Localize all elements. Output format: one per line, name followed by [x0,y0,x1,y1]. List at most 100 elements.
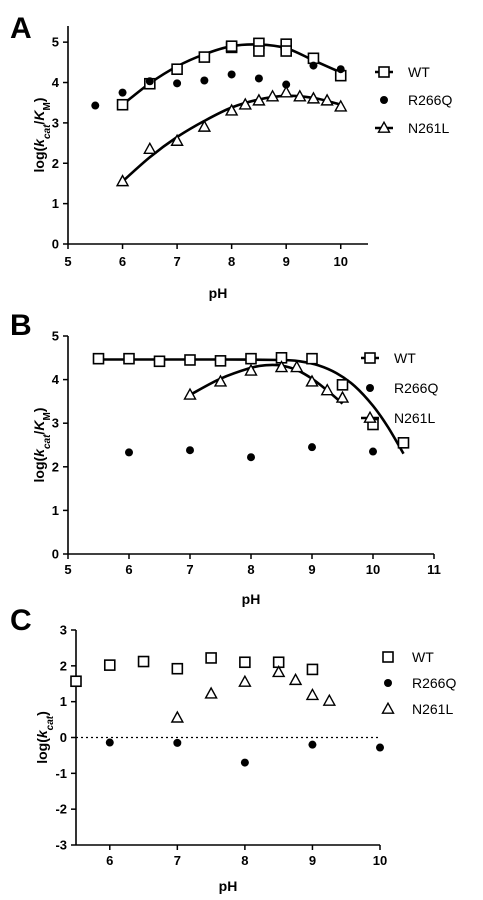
y-tick-label: 3 [52,416,59,431]
data-point-r266q [173,79,182,88]
data-point-wt [306,663,319,676]
panel-b-chart: B 0 1 2 3 4 5 5 6 7 8 9 10 11 pH log(kcat/KM) WT R266Q N26… [10,309,441,607]
data-point-r266q [309,61,318,70]
panel-letter: A [10,12,32,45]
y-tick-label: 3 [52,115,59,130]
y-tick-label: 0 [52,237,59,252]
panel-c-chart: C -3 -2 -1 0 1 2 3 6 7 8 9 10 pH log(kcat) WT R266Q N261L [10,604,456,894]
data-point-r266q [227,70,236,79]
legend-label: N261L [408,120,449,136]
data-point-r266q [118,88,127,97]
legend-label: R266Q [394,380,438,396]
y-tick-label: 3 [60,623,67,638]
x-tick-label: 8 [247,562,254,577]
data-point-r266q [247,453,255,462]
y-axis-title-part: M [42,412,53,420]
legend-marker [366,384,374,392]
data-point-wt [92,352,105,365]
legend-label: N261L [412,701,453,717]
x-tick-label: 6 [119,254,126,269]
data-point-r266q [200,76,209,85]
y-axis-title-part: log( [31,146,47,172]
data-point-n261l [204,687,218,699]
fit-line-n261l [189,363,344,405]
y-tick-label: 2 [60,658,67,673]
data-point-n261l [279,86,293,98]
y-tick-label: 2 [52,156,59,171]
y-axis-title: log(kcat) [34,711,56,764]
data-point-wt [280,45,292,57]
legend-label: WT [408,64,430,80]
y-axis-title-part: ) [31,408,47,413]
y-axis-title-part: ) [31,98,47,103]
y-tick-label: 5 [52,35,59,50]
data-point-wt [336,379,349,391]
x-axis-title: pH [209,285,228,301]
series-r266q [125,443,377,462]
data-point-r266q [173,738,182,747]
y-axis-title-part: k [34,729,50,738]
data-point-wt [171,63,183,75]
y-tick-label: -1 [55,766,67,781]
x-tick-label: 7 [186,562,193,577]
data-point-n261l [323,694,336,706]
data-point-wt [103,659,116,671]
data-point-wt [137,655,150,668]
legend-label: N261L [394,410,435,426]
y-tick-label: 0 [52,547,59,562]
y-axis-title-part: cat [45,715,56,730]
data-point-wt [171,662,184,675]
data-point-r266q [145,77,154,86]
data-point-r266q [91,101,100,110]
series-wt [92,351,410,455]
data-point-r266q [254,74,263,83]
data-point-wt [306,352,318,365]
data-point-n261l [143,142,157,155]
data-point-wt [70,675,82,688]
series-r266q [105,738,384,767]
y-axis-title-part: k [31,138,47,147]
legend-marker [364,352,376,364]
data-point-n261l [306,688,319,701]
data-point-n261l [289,673,302,686]
x-tick-label: 5 [64,254,71,269]
x-tick-label: 6 [106,853,113,868]
x-tick-label: 6 [125,562,132,577]
data-point-r266q [240,758,249,767]
legend-item-wt: WT [382,649,434,665]
y-tick-label: 4 [52,75,60,90]
x-axis-title: pH [219,878,238,894]
data-point-wt [116,98,129,111]
data-point-wt [225,40,238,52]
data-point-r266q [308,740,317,749]
y-tick-label: 4 [52,372,60,387]
data-point-n261l [336,391,349,403]
series-r266q [91,61,345,110]
legend-marker [384,679,392,687]
legend-item-r266q: R266Q [366,380,438,396]
x-tick-label: 11 [427,562,441,577]
x-tick-label: 9 [283,254,290,269]
x-tick-label: 7 [173,254,180,269]
data-point-wt [239,656,251,669]
y-axis-title-part: K [31,420,47,431]
data-point-r266q [369,447,377,456]
x-tick-label: 8 [228,254,235,269]
y-axis-title-part: K [31,110,47,121]
y-axis-title-part: k [31,448,47,457]
x-tick-label: 10 [366,562,380,577]
legend-item-n261l: N261L [375,120,449,136]
x-tick-label: 5 [64,562,71,577]
legend-label: WT [412,649,434,665]
data-point-r266q [376,743,384,752]
data-point-wt [214,355,227,367]
x-tick-label: 9 [309,853,316,868]
data-point-wt [245,352,257,365]
data-point-r266q [186,446,194,455]
y-tick-label: 1 [60,694,67,709]
series-n261l [116,86,347,187]
y-tick-label: -3 [55,838,67,853]
x-tick-label: 9 [308,562,315,577]
legend-marker [381,702,395,714]
